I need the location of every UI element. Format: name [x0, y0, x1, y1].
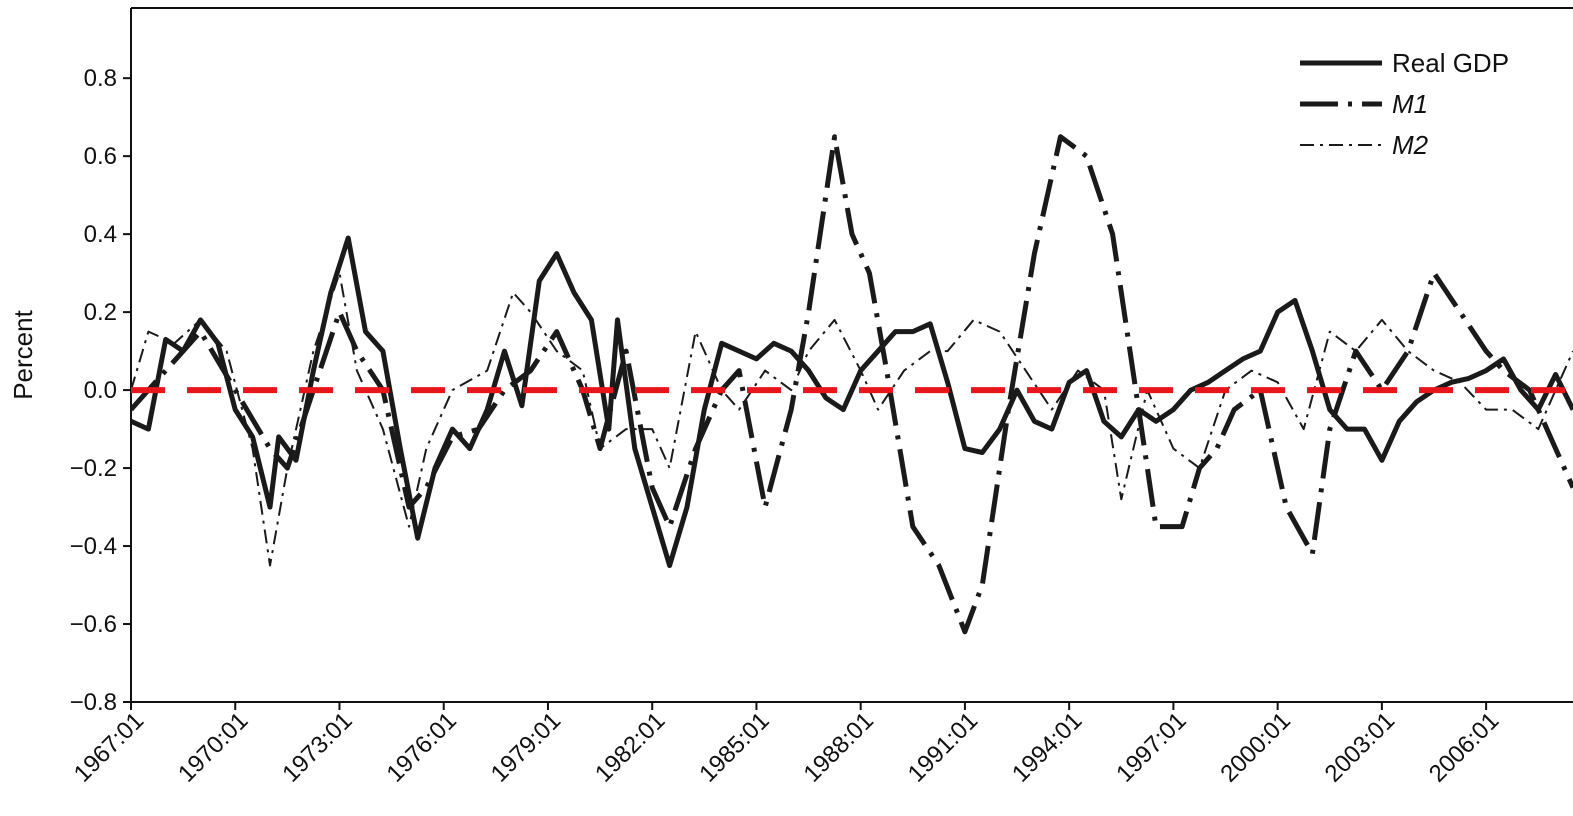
y-tick-label: −0.8 — [70, 689, 117, 716]
x-tick-label: 1967:01 — [69, 707, 149, 787]
y-tick-label: 0.4 — [84, 221, 117, 248]
plot-frame — [130, 7, 1573, 703]
x-axis-ticks: 1967:01 1970:01 1973:01 1976:01 1979:01 1982:… — [69, 702, 1504, 788]
y-tick-label: 0.6 — [84, 143, 117, 170]
series-layer — [131, 134, 1573, 635]
series-line-m2 — [131, 272, 1573, 567]
x-tick-label: 2006:01 — [1424, 707, 1504, 787]
x-tick-label: 1997:01 — [1111, 707, 1191, 787]
legend: Real GDP M1 M2 — [1300, 48, 1509, 160]
legend-label: Real GDP — [1392, 48, 1509, 78]
y-tick-label: −0.4 — [70, 533, 117, 560]
series-line-m1 — [131, 134, 1573, 635]
y-tick-label: 0.0 — [84, 377, 117, 404]
legend-label: M1 — [1392, 89, 1428, 119]
x-tick-label: 1982:01 — [590, 707, 670, 787]
y-axis-title: Percent — [8, 309, 38, 399]
y-tick-label: 0.8 — [84, 65, 117, 92]
x-tick-label: 1973:01 — [277, 707, 357, 787]
x-tick-label: 1979:01 — [486, 707, 566, 787]
y-tick-label: −0.6 — [70, 611, 117, 638]
y-tick-label: −0.2 — [70, 455, 117, 482]
x-tick-label: 1985:01 — [694, 707, 774, 787]
x-tick-label: 1988:01 — [798, 707, 878, 787]
y-axis-ticks: 0.8 0.6 0.4 0.2 0.0 −0.2 −0.4 −0.6 −0.8 — [70, 65, 131, 716]
x-tick-label: 1994:01 — [1007, 707, 1087, 787]
x-tick-label: 1991:01 — [903, 707, 983, 787]
x-tick-label: 2000:01 — [1215, 707, 1295, 787]
x-tick-label: 2003:01 — [1320, 707, 1400, 787]
legend-label: M2 — [1392, 130, 1429, 160]
x-tick-label: 1970:01 — [173, 707, 253, 787]
x-tick-label: 1976:01 — [382, 707, 462, 787]
y-tick-label: 0.2 — [84, 299, 117, 326]
series-line-real-gdp — [131, 235, 1573, 568]
